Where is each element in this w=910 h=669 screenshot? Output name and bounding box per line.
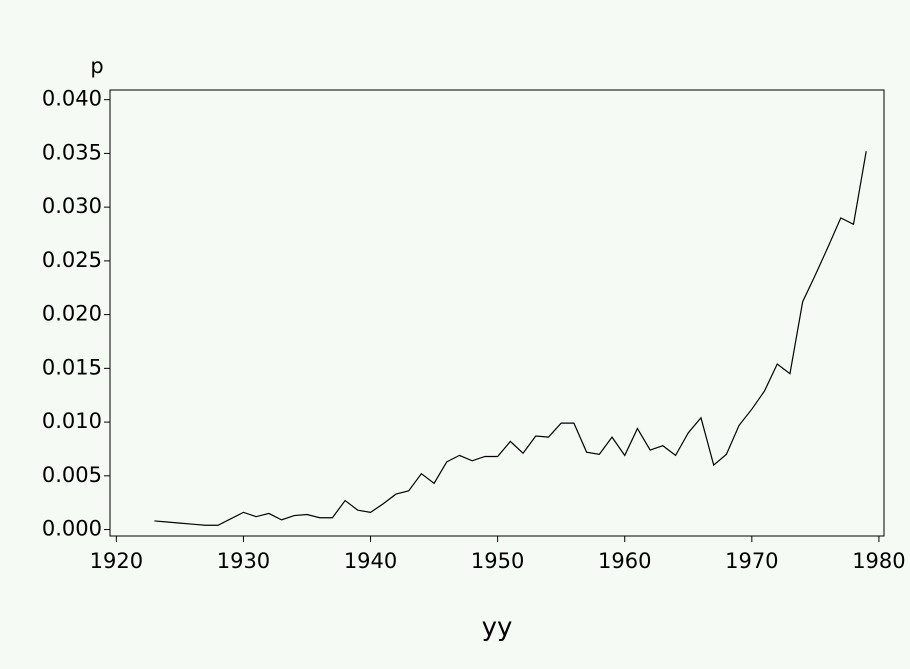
x-tick-label: 1980 bbox=[852, 549, 905, 573]
x-axis-label: yy bbox=[482, 613, 513, 643]
y-tick-label: 0.035 bbox=[42, 140, 102, 164]
plot-frame bbox=[109, 89, 885, 537]
y-tick-label: 0.005 bbox=[42, 463, 102, 487]
y-tick-label: 0.040 bbox=[42, 87, 102, 111]
data-line bbox=[154, 151, 867, 526]
x-tick-label: 1970 bbox=[725, 549, 778, 573]
y-axis-label: p bbox=[90, 54, 103, 78]
y-tick-label: 0.010 bbox=[42, 409, 102, 433]
y-tick-label: 0.000 bbox=[42, 517, 102, 541]
x-tick-label: 1960 bbox=[598, 549, 651, 573]
x-tick-label: 1920 bbox=[90, 549, 143, 573]
y-tick-label: 0.025 bbox=[42, 248, 102, 272]
y-tick-label: 0.030 bbox=[42, 194, 102, 218]
x-tick-label: 1930 bbox=[217, 549, 270, 573]
y-tick-label: 0.015 bbox=[42, 355, 102, 379]
x-tick-label: 1940 bbox=[344, 549, 397, 573]
y-tick-label: 0.020 bbox=[42, 302, 102, 326]
x-tick-label: 1950 bbox=[471, 549, 524, 573]
